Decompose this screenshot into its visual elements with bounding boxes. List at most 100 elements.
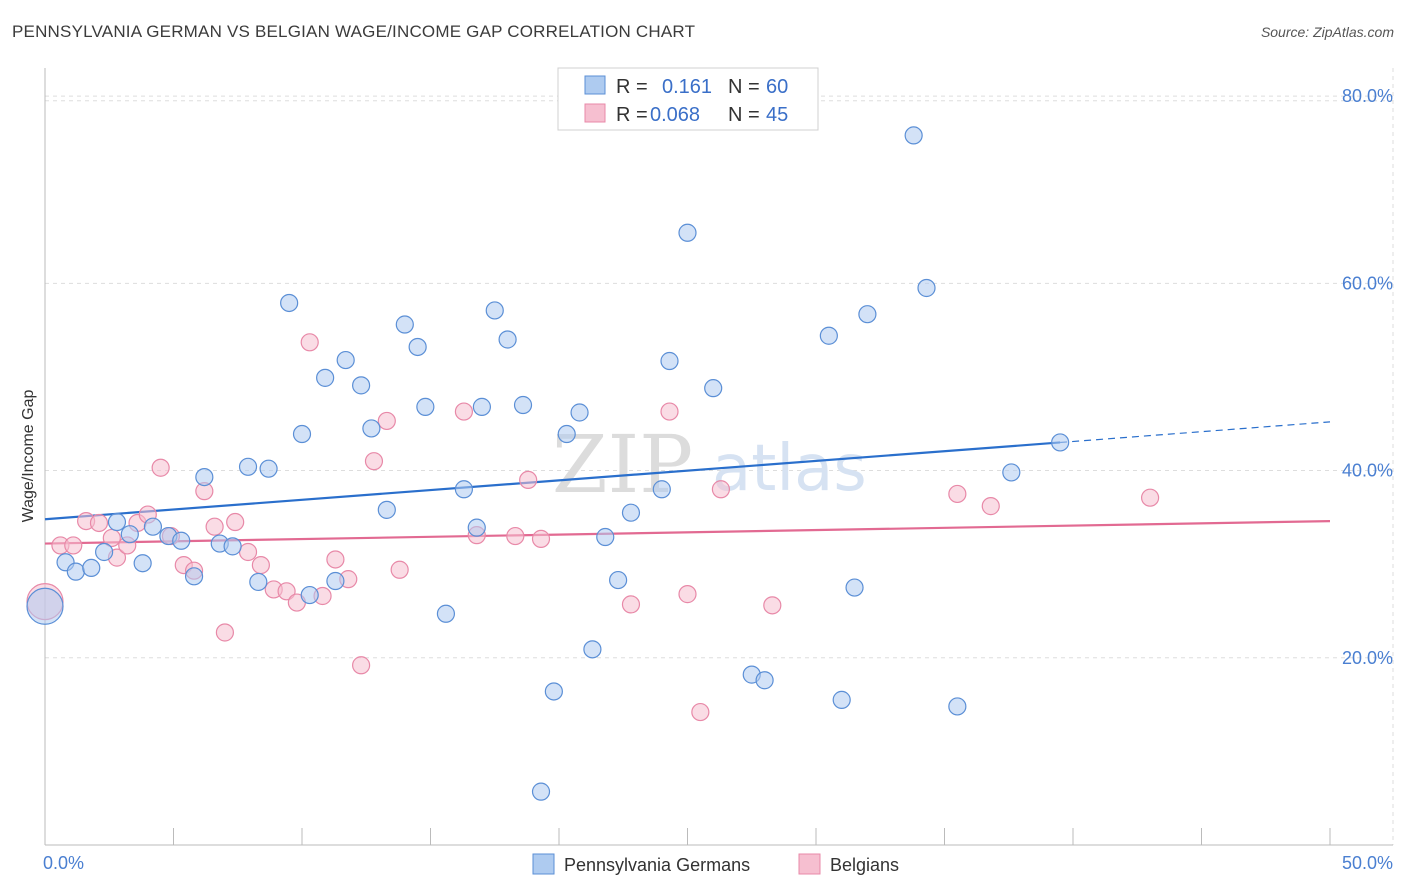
y-tick-label: 40.0% (1342, 461, 1393, 481)
point-belgians (277, 582, 296, 601)
point-belgians (763, 596, 782, 615)
point-pennsylvania-germans (917, 278, 936, 298)
point-pennsylvania-germans (531, 782, 551, 801)
point-pennsylvania-germans (498, 330, 517, 349)
point-pennsylvania-germans (336, 350, 355, 370)
y-tick-labels: 20.0% 40.0% 60.0% 80.0% (1342, 86, 1393, 668)
point-pennsylvania-germans (513, 395, 533, 415)
point-pennsylvania-germans (660, 351, 679, 371)
legend-swatch-pink (584, 103, 606, 123)
point-pennsylvania-germans (436, 604, 456, 623)
point-pennsylvania-germans (316, 368, 335, 387)
point-pennsylvania-germans (454, 480, 474, 499)
point-belgians (981, 497, 1000, 516)
point-pennsylvania-germans (66, 562, 85, 581)
point-pennsylvania-germans (249, 572, 268, 592)
point-pennsylvania-germans (326, 571, 345, 591)
point-pennsylvania-germans (678, 223, 697, 242)
point-pennsylvania-germans (704, 379, 723, 398)
point-pennsylvania-germans (408, 337, 427, 357)
trend-line-belgians (44, 519, 1331, 545)
point-belgians (251, 555, 270, 575)
source-label: Source: ZipAtlas.com (1260, 24, 1394, 40)
point-pennsylvania-germans (948, 697, 967, 716)
point-belgians (621, 595, 641, 614)
point-pennsylvania-germans (1051, 433, 1070, 452)
point-pennsylvania-germans (238, 457, 258, 476)
point-pennsylvania-germans (652, 480, 671, 499)
series-legend-label-pink: Belgians (830, 855, 899, 875)
point-pennsylvania-germans (621, 503, 641, 522)
point-pennsylvania-germans (195, 467, 214, 487)
chart-title: PENNSYLVANIA GERMAN VS BELGIAN WAGE/INCO… (12, 22, 696, 41)
point-pennsylvania-germans (570, 403, 589, 422)
point-pennsylvania-germans (845, 578, 864, 597)
series-legend-swatch-blue (532, 853, 555, 875)
point-belgians (390, 560, 409, 579)
point-pennsylvania-germans (292, 424, 312, 444)
watermark: ZIP atlas (552, 418, 867, 511)
point-belgians (1140, 488, 1160, 507)
point-pennsylvania-germans (395, 315, 414, 334)
point-pennsylvania-germans (755, 671, 774, 690)
point-belgians (364, 452, 384, 471)
point-pennsylvania-germans (472, 397, 491, 416)
point-pennsylvania-germans (133, 554, 152, 573)
point-belgians (300, 333, 319, 352)
point-pennsylvania-germans (583, 640, 602, 659)
trend-line-extension (1060, 421, 1331, 444)
watermark-atlas: atlas (712, 432, 867, 506)
point-belgians (948, 484, 967, 504)
legend-swatch-blue (584, 75, 606, 95)
point-pennsylvania-germans (858, 305, 877, 324)
point-belgians (352, 656, 371, 675)
point-pennsylvania-germans (377, 500, 396, 519)
point-pennsylvania-germans (596, 527, 615, 547)
point-belgians (506, 526, 525, 546)
legend-r-label-blue: R = (616, 76, 648, 98)
point-pennsylvania-germans (280, 293, 299, 313)
point-belgians (89, 513, 109, 533)
point-belgians (215, 623, 234, 642)
point-belgians (678, 585, 697, 604)
point-pennsylvania-germans (557, 424, 576, 444)
point-pennsylvania-germans (184, 567, 204, 586)
point-pennsylvania-germans (904, 126, 923, 145)
point-pennsylvania-germans (1002, 463, 1021, 482)
series-legend-label-blue: Pennsylvania Germans (564, 855, 750, 875)
point-belgians (226, 512, 245, 532)
legend-r-value-pink: 0.068 (650, 104, 700, 126)
series-legend-swatch-pink (798, 853, 821, 875)
point-pennsylvania-germans (544, 682, 563, 701)
y-tick-label: 60.0% (1342, 273, 1393, 293)
point-pennsylvania-germans (172, 531, 191, 550)
point-pennsylvania-germans (832, 690, 851, 709)
point-belgians (151, 458, 170, 477)
point-belgians (660, 402, 679, 421)
legend-n-value-blue: 60 (766, 76, 788, 98)
legend-n-label-blue: N = (728, 76, 760, 98)
trend-lines (44, 421, 1331, 545)
point-pennsylvania-germans (82, 558, 101, 578)
trend-line-pennsylvania-germans (44, 441, 1061, 521)
point-belgians (64, 536, 83, 555)
point-belgians (691, 702, 710, 722)
point-belgians (531, 529, 551, 548)
series-legend: Pennsylvania Germans Belgians (532, 853, 899, 875)
y-axis-label: Wage/Income Gap (20, 390, 37, 523)
y-tick-label: 20.0% (1342, 648, 1393, 668)
point-pennsylvania-germans (416, 397, 435, 416)
legend-n-value-pink: 45 (766, 104, 788, 126)
x-tick-label-min: 0.0% (43, 853, 84, 873)
point-belgians (711, 480, 731, 499)
point-belgians (519, 470, 538, 490)
point-pennsylvania-germans (223, 537, 242, 556)
legend-r-label-pink: R = (616, 104, 648, 126)
point-pennsylvania-germans (95, 542, 114, 562)
correlation-legend: R = 0.161 N = 60 R = 0.068 N = 45 (557, 67, 819, 131)
legend-n-label-pink: N = (728, 104, 760, 126)
point-pennsylvania-germans (259, 459, 278, 478)
point-pennsylvania-germans (819, 326, 838, 345)
point-pennsylvania-germans (609, 570, 628, 590)
